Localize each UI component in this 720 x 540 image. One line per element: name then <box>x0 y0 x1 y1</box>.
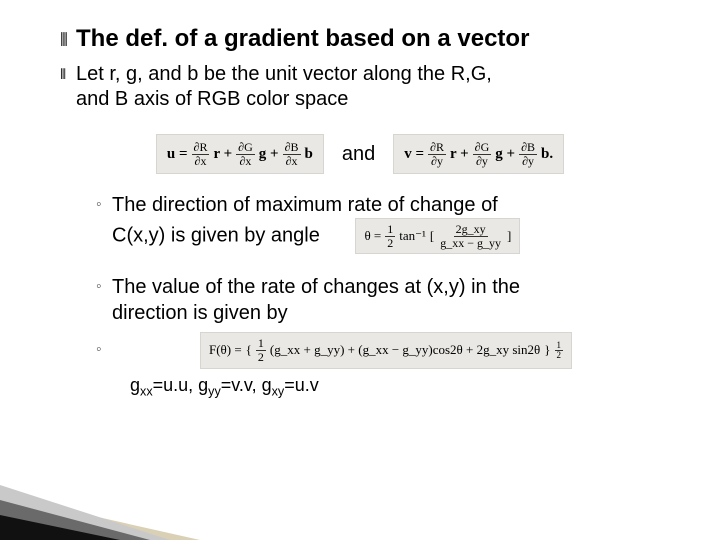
ring-bullet-icon: ◦ <box>96 341 112 359</box>
slide-title: The def. of a gradient based on a vector <box>76 24 529 54</box>
slide: ⦀ The def. of a gradient based on a vect… <box>0 0 720 540</box>
eq-frac: ∂B ∂x <box>283 141 301 167</box>
sub2-line-a: The value of the rate of changes at (x,y… <box>112 276 520 298</box>
eq-vec: r + <box>450 146 469 163</box>
eq-num: ∂R <box>428 141 446 155</box>
eq-vec: b <box>305 146 313 163</box>
and-label: and <box>342 142 375 167</box>
eq-bracket: ] <box>507 228 511 245</box>
g-sub: yy <box>208 384 221 398</box>
eq-num: ∂B <box>519 141 537 155</box>
sub-text-block: The direction of maximum rate of change … <box>112 192 520 254</box>
eq-vec: r + <box>213 146 232 163</box>
eq-u-lhs: u = <box>167 146 188 163</box>
eq-den: 2 <box>555 351 564 360</box>
body-text-block: Let r, g, and b be the unit vector along… <box>76 62 492 112</box>
g-sub: xx <box>140 384 153 398</box>
title-row: ⦀ The def. of a gradient based on a vect… <box>60 24 660 54</box>
eq-exp: 1 2 <box>555 341 564 361</box>
eq-frac: ∂G ∂y <box>473 141 492 167</box>
eq-frac: ∂R ∂y <box>428 141 446 167</box>
eq-num: 2g_xy <box>454 223 488 237</box>
sub-row-1: ◦ The direction of maximum rate of chang… <box>60 192 660 254</box>
eq-num: ∂R <box>192 141 210 155</box>
sub-text-block: The value of the rate of changes at (x,y… <box>112 274 520 326</box>
g-rhs: =v.v, g <box>221 375 272 395</box>
eq-vec: b. <box>541 146 553 163</box>
ring-bullet-icon: ◦ <box>96 192 112 214</box>
eq-bracket: [ <box>430 228 434 245</box>
equation-f: F(θ) = { 1 2 (g_xx + g_yy) + (g_xx − g_y… <box>200 332 572 368</box>
equation-theta-wrap: θ = 1 2 tan⁻¹ [ 2g_xy g_xx − g_yy ] <box>355 218 520 254</box>
body-line-1a: Let r, g, and b be the unit vector along… <box>76 63 492 85</box>
eq-num: 1 <box>256 337 266 351</box>
eq-den: 2 <box>256 351 266 364</box>
eq-frac: 1 2 <box>256 337 266 363</box>
eq-theta-mid: tan⁻¹ <box>399 228 426 245</box>
eq-brace: { <box>246 342 252 358</box>
equation-f-wrap: F(θ) = { 1 2 (g_xx + g_yy) + (g_xx − g_y… <box>112 332 660 368</box>
eq-num: 1 <box>385 223 395 237</box>
eq-frac: ∂R ∂x <box>192 141 210 167</box>
eq-den: ∂x <box>237 155 253 168</box>
equation-row-uv: u = ∂R ∂x r + ∂G ∂x g + ∂B ∂x b and v = … <box>60 134 660 174</box>
eq-brace: } <box>544 342 550 358</box>
ring-bullet-icon: ◦ <box>96 274 112 296</box>
body-line-1b: and B axis of RGB color space <box>76 88 348 110</box>
sub1-line-b: C(x,y) is given by angle <box>112 225 320 247</box>
eq-f-lhs: F(θ) = <box>209 342 242 358</box>
eq-den: ∂x <box>193 155 209 168</box>
body-row-1: ⦀ Let r, g, and b be the unit vector alo… <box>60 62 660 112</box>
g-sub: xy <box>272 384 285 398</box>
eq-vec: g + <box>495 146 515 163</box>
eq-f-body: (g_xx + g_yy) + (g_xx − g_yy)cos2θ + 2g_… <box>270 342 540 358</box>
sub2-line-b: direction is given by <box>112 302 288 324</box>
corner-decoration <box>0 470 200 540</box>
eq-den: ∂y <box>474 155 490 168</box>
equation-u: u = ∂R ∂x r + ∂G ∂x g + ∂B ∂x b <box>156 134 324 174</box>
eq-theta-lhs: θ = <box>364 228 381 245</box>
eq-num: ∂B <box>283 141 301 155</box>
g-rhs: =u.v <box>284 375 319 395</box>
eq-vec: g + <box>259 146 279 163</box>
eq-frac: 1 2 <box>385 223 395 249</box>
eq-v-lhs: v = <box>404 146 424 163</box>
bullet-icon: ⦀ <box>60 62 76 83</box>
eq-den: 2 <box>385 237 395 250</box>
eq-frac: ∂G ∂x <box>236 141 255 167</box>
equation-v: v = ∂R ∂y r + ∂G ∂y g + ∂B ∂y b. <box>393 134 564 174</box>
eq-num: ∂G <box>473 141 492 155</box>
equation-theta: θ = 1 2 tan⁻¹ [ 2g_xy g_xx − g_yy ] <box>355 218 520 254</box>
eq-den: g_xx − g_yy <box>438 237 503 250</box>
g-rhs: =u.u, g <box>153 375 209 395</box>
sub-row-2: ◦ The value of the rate of changes at (x… <box>60 274 660 326</box>
g-sym: g <box>130 375 140 395</box>
eq-frac: 2g_xy g_xx − g_yy <box>438 223 503 249</box>
eq-den: ∂y <box>520 155 536 168</box>
g-definitions: gxx=u.u, gyy=v.v, gxy=u.v <box>60 375 660 399</box>
eq-den: ∂x <box>284 155 300 168</box>
eq-den: ∂y <box>429 155 445 168</box>
eq-num: ∂G <box>236 141 255 155</box>
eq-frac: ∂B ∂y <box>519 141 537 167</box>
sub1-line-a: The direction of maximum rate of change … <box>112 194 498 216</box>
sub-row-3: ◦ F(θ) = { 1 2 (g_xx + g_yy) + (g_xx − g… <box>60 332 660 368</box>
bullet-icon: ⦀ <box>60 24 76 51</box>
